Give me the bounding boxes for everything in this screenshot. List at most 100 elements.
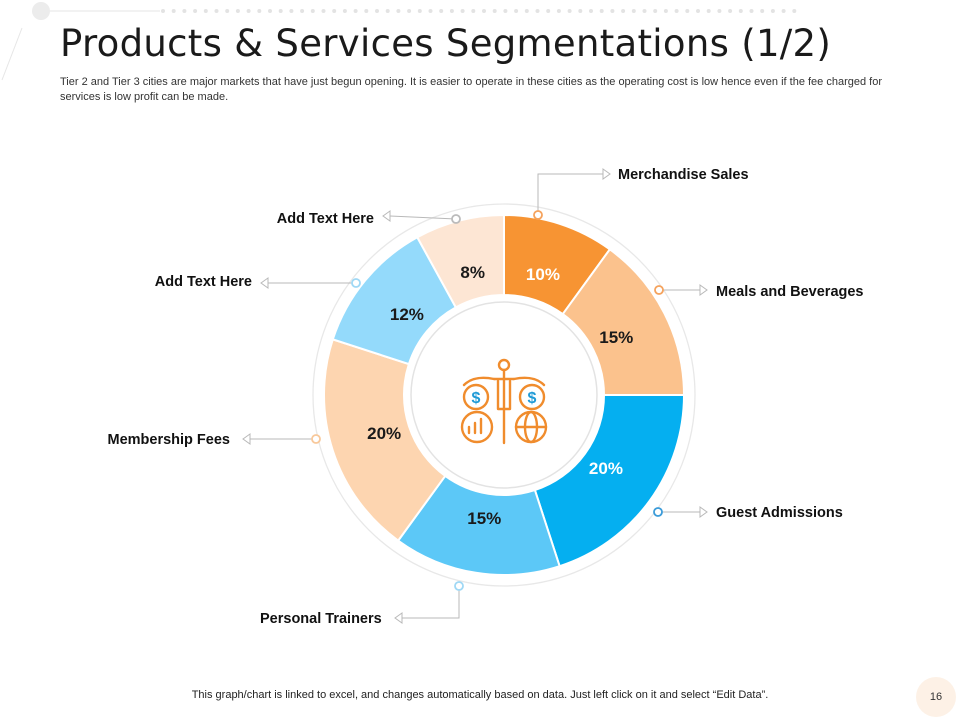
slice-value-label-6: 12% xyxy=(389,304,424,324)
donut-slice-7[interactable] xyxy=(415,213,505,309)
header-dot xyxy=(278,9,283,13)
header-diagonal-line xyxy=(1,27,23,81)
header-dot xyxy=(546,9,551,13)
slice-value-label-5: 20% xyxy=(367,423,402,443)
leader-marker-7 xyxy=(451,214,461,224)
svg-text:$: $ xyxy=(472,390,481,407)
header-dot xyxy=(385,9,390,13)
leader-marker-5 xyxy=(311,434,321,444)
slice-value-label-2: 15% xyxy=(599,327,634,347)
header-dot xyxy=(524,9,529,13)
header-dot xyxy=(631,9,636,13)
header-dot xyxy=(738,9,743,13)
leader-marker-3 xyxy=(653,507,663,517)
leader-arrow-2 xyxy=(699,284,708,296)
header-dot xyxy=(417,9,422,13)
header-dot xyxy=(685,9,690,13)
header-dot xyxy=(482,9,486,13)
slice-value-label-1: 10% xyxy=(525,265,560,285)
header-dot xyxy=(674,9,679,13)
svg-text:$: $ xyxy=(528,390,537,407)
header-dot xyxy=(439,9,444,13)
header-dot xyxy=(289,9,294,13)
leader-arrow-7 xyxy=(382,210,391,222)
header-dot xyxy=(749,9,754,13)
slice-value-label-3: 20% xyxy=(588,459,623,479)
header-dot xyxy=(653,9,658,13)
header-dot xyxy=(717,9,722,13)
legend-add-text-here-1: Add Text Here xyxy=(154,274,252,290)
business-growth-icon: $ $ xyxy=(460,358,548,445)
page-number: 16 xyxy=(916,677,956,717)
donut-slice-5[interactable] xyxy=(323,338,447,543)
header-dot xyxy=(353,9,358,13)
header-dot xyxy=(642,9,647,13)
header-dot xyxy=(760,9,765,13)
footer-note: This graph/chart is linked to excel, and… xyxy=(191,689,769,701)
header-circle xyxy=(32,2,50,20)
header-dot xyxy=(599,9,604,13)
slice-value-label-4: 15% xyxy=(467,509,502,529)
header-dot xyxy=(556,9,561,13)
leader-arrow-3 xyxy=(699,506,708,518)
header-dot xyxy=(728,9,733,13)
header-dot xyxy=(407,9,412,13)
header-dot xyxy=(492,9,497,13)
header-dot xyxy=(364,9,369,13)
header-dot xyxy=(268,9,272,13)
header-dot xyxy=(770,9,775,13)
donut-slice-3[interactable] xyxy=(533,394,686,568)
header-dot xyxy=(471,9,476,13)
leader-marker-2 xyxy=(654,285,664,295)
legend-membership-fees: Membership Fees xyxy=(107,432,231,448)
header-dot xyxy=(193,9,198,13)
header-dot xyxy=(567,9,572,13)
legend-personal-trainers: Personal Trainers xyxy=(260,611,382,627)
leader-arrow-4 xyxy=(394,612,403,624)
leader-line-1 xyxy=(537,173,603,215)
header-dot xyxy=(182,9,187,13)
leader-arrow-5 xyxy=(242,433,251,445)
page-subtitle: Tier 2 and Tier 3 cities are major marke… xyxy=(60,76,882,103)
legend-guest-admissions: Guest Admissions xyxy=(716,505,843,521)
header-dot xyxy=(578,9,583,13)
slice-value-label-7: 8% xyxy=(460,262,485,282)
header-dot xyxy=(235,9,240,13)
header-dot xyxy=(332,9,337,13)
leader-arrow-1 xyxy=(602,168,611,180)
leader-marker-4 xyxy=(454,581,464,591)
header-dot xyxy=(396,9,401,13)
header-dot xyxy=(342,9,347,13)
header-dot xyxy=(792,9,797,13)
header-dot xyxy=(503,9,508,13)
header-dot xyxy=(246,9,251,13)
header-dot xyxy=(375,9,379,13)
header-dot xyxy=(300,9,305,13)
legend-add-text-here-2: Add Text Here xyxy=(276,211,374,227)
header-dot xyxy=(171,9,176,13)
header-dot xyxy=(161,9,165,13)
header-dot xyxy=(428,9,433,13)
page-title: Products & Services Segmentations (1/2) xyxy=(60,22,832,65)
leader-marker-6 xyxy=(351,278,361,288)
leader-marker-1 xyxy=(533,210,543,220)
header-dot xyxy=(321,9,326,13)
header-dot xyxy=(203,9,208,13)
legend-meals-and-beverages: Meals and Beverages xyxy=(716,284,864,300)
header-dot xyxy=(310,9,315,13)
header-dot xyxy=(449,9,454,13)
legend-merchandise-sales: Merchandise Sales xyxy=(618,167,749,183)
header-dot xyxy=(257,9,262,13)
header-dot xyxy=(706,9,711,13)
leader-line-7 xyxy=(389,215,457,220)
leader-line-4 xyxy=(402,586,460,619)
header-dot xyxy=(225,9,230,13)
header-dot xyxy=(696,9,700,13)
donut-outer-ring xyxy=(312,203,696,587)
header-dot xyxy=(535,9,540,13)
leader-arrow-6 xyxy=(260,277,269,289)
header-dot xyxy=(589,9,593,13)
header-dot xyxy=(621,9,626,13)
